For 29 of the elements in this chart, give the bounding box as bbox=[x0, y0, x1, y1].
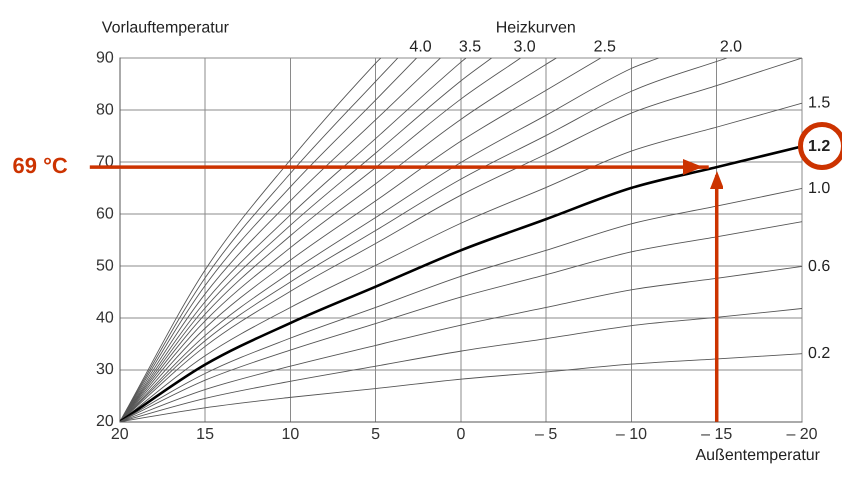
series-label: 1.5 bbox=[808, 94, 830, 112]
ref-line-label: 69 °C bbox=[12, 153, 68, 178]
series-label: 0.6 bbox=[808, 258, 830, 275]
y-tick-label: 90 bbox=[96, 49, 114, 66]
x-tick-label: – 10 bbox=[616, 426, 648, 443]
x-tick-label: 15 bbox=[196, 426, 214, 443]
series-label: 2.0 bbox=[720, 38, 742, 56]
y-tick-label: 60 bbox=[96, 205, 114, 222]
series-label: 2.5 bbox=[594, 38, 616, 56]
series-label: 1.0 bbox=[808, 180, 830, 197]
x-tick-label: – 15 bbox=[701, 426, 732, 443]
series-label: 3.5 bbox=[458, 38, 482, 56]
x-tick-label: 5 bbox=[371, 426, 380, 443]
series-label: 1.2 bbox=[808, 138, 830, 155]
y-tick-label: 30 bbox=[96, 361, 114, 378]
x-tick-label: – 20 bbox=[786, 426, 818, 443]
series-label: 4.0 bbox=[409, 38, 432, 56]
legend-title: Heizkurven bbox=[496, 19, 576, 36]
series-label: 3.0 bbox=[513, 38, 536, 56]
y-tick-label: 40 bbox=[96, 309, 114, 326]
x-tick-label: 0 bbox=[456, 426, 466, 443]
y-axis-title: Vorlauftemperatur bbox=[102, 19, 230, 36]
y-tick-label: 50 bbox=[96, 257, 114, 274]
x-tick-label: 10 bbox=[281, 426, 300, 443]
x-tick-label: – 5 bbox=[535, 426, 558, 443]
x-tick-label: 20 bbox=[110, 426, 129, 443]
series-label: 0.2 bbox=[808, 345, 830, 362]
x-axis-title: Außentemperatur bbox=[695, 447, 821, 464]
y-tick-label: 80 bbox=[96, 101, 114, 118]
